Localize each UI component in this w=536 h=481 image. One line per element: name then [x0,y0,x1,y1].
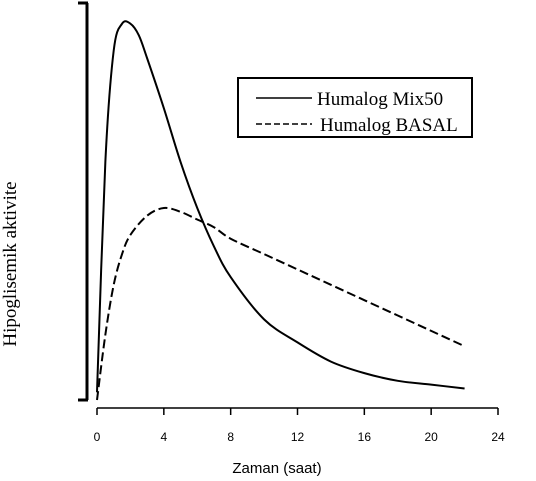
x-axis-title: Zaman (saat) [232,460,321,477]
series-layer [96,20,466,401]
x-tick-label: 0 [94,430,101,444]
x-tick-label: 20 [424,430,438,444]
x-tick-label: 12 [291,430,305,444]
legend-label-mix50: Humalog Mix50 [317,89,443,110]
legend: Humalog Mix50 Humalog BASAL [237,77,473,138]
series-line-basal [96,206,466,401]
legend-label-basal: Humalog BASAL [320,115,458,136]
series-line-mix50 [96,20,465,393]
x-tick-label: 16 [358,430,372,444]
y-axis-title: Hipoglisemik aktivite [0,181,21,346]
x-ticks: 0 4 8 12 16 20 24 [94,408,505,444]
legend-box [237,77,473,138]
x-tick-label: 8 [227,430,234,444]
x-tick-label: 24 [491,430,505,444]
x-tick-label: 4 [160,430,167,444]
